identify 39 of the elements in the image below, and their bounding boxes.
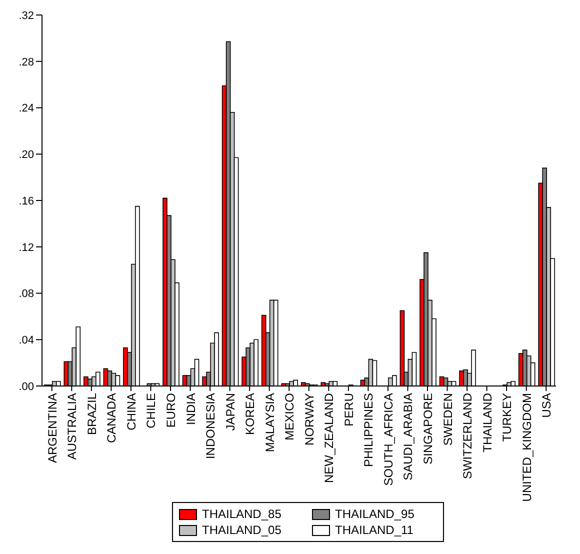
x-tick-label: PHILIPPINES <box>362 393 376 468</box>
x-tick-label: INDONESIA <box>204 393 218 460</box>
y-tick-label: .00 <box>18 380 34 393</box>
x-tick-label: CANADA <box>104 393 119 444</box>
x-tick-label: ARGENTINA <box>45 393 60 464</box>
x-tick-label: JAPAN <box>223 393 238 431</box>
x-tick-label: MALAYSIA <box>262 393 277 452</box>
x-tick-label: PERU <box>342 393 356 426</box>
x-tick-label: THAILAND <box>480 392 494 452</box>
x-tick-label: SWITZERLAND <box>460 392 475 480</box>
y-tick-label: .28 <box>18 56 34 68</box>
x-tick-label: SAUDI_ARABIA <box>401 393 416 480</box>
legend-label: THAILAND_85 <box>202 506 282 522</box>
x-tick-label: UNITED_KINGDOM <box>520 393 534 502</box>
x-tick-label: SINGAPORE <box>421 393 436 464</box>
x-tick-label: INDIA <box>184 393 198 426</box>
y-tick-label: .04 <box>18 334 34 347</box>
x-tick-label: KOREA <box>243 393 258 436</box>
y-tick-label: .20 <box>18 149 34 162</box>
x-tick-label: AUSTRALIA <box>65 393 80 460</box>
x-tick-label: SOUTH_AFRICA <box>381 393 396 486</box>
y-tick-label: .24 <box>18 102 34 115</box>
y-tick-label: .32 <box>18 10 34 22</box>
x-tick-label: NEW_ZEALAND <box>322 392 336 484</box>
y-tick-label: .08 <box>18 288 34 300</box>
x-tick-label: CHILE <box>144 393 158 428</box>
x-tick-label: SWEDEN <box>440 393 455 446</box>
x-tick-label: BRAZIL <box>84 392 99 436</box>
x-tick-label: MEXICO <box>282 393 297 440</box>
legend-label: THAILAND_11 <box>335 522 414 538</box>
y-tick-label: .16 <box>18 195 34 208</box>
x-tick-label: EURO <box>164 393 178 428</box>
legend-label: THAILAND_95 <box>335 506 414 522</box>
y-tick-label: .12 <box>18 242 34 254</box>
x-tick-label: CHINA <box>124 393 138 430</box>
x-tick-label: USA <box>540 393 554 418</box>
x-tick-label: TURKEY <box>500 393 514 442</box>
legend-label: THAILAND_05 <box>202 522 282 538</box>
x-tick-label: NORWAY <box>302 393 316 446</box>
